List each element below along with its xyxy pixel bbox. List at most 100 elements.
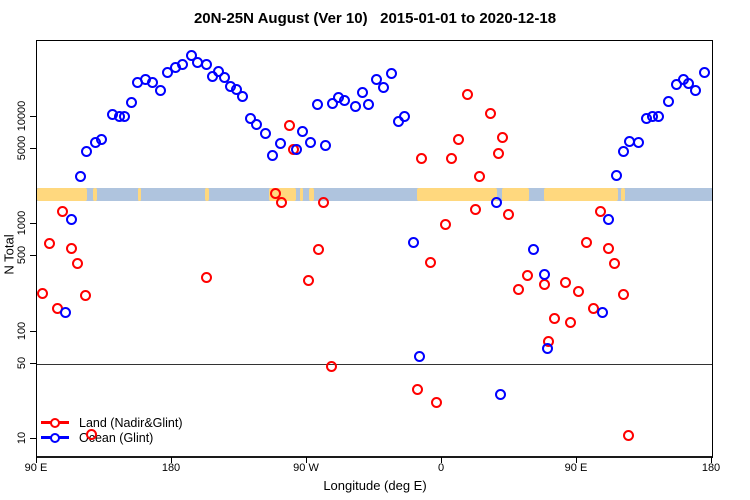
x-tick [576, 457, 577, 463]
map-strip-land-segment [621, 187, 625, 201]
data-point-ocean [290, 143, 302, 155]
x-tick-label: 180 [161, 462, 181, 474]
legend-label-land: Land (Nadir&Glint) [79, 415, 183, 430]
data-point-ocean [126, 96, 138, 108]
legend-label-ocean: Ocean (Glint) [79, 430, 154, 445]
ocean-point-icon [50, 432, 60, 443]
data-point-land [318, 197, 330, 209]
map-strip-land-segment [544, 187, 618, 201]
map-strip-land-segment [37, 187, 87, 201]
y-tick-label: 50 [16, 356, 28, 369]
x-tick-label: 90 W [293, 462, 319, 474]
data-point-ocean [370, 73, 382, 85]
data-point-land [57, 206, 69, 218]
y-tick [30, 115, 36, 117]
map-strip-land-segment [502, 187, 529, 201]
legend-item-land: Land (Nadir&Glint) [41, 415, 183, 430]
y-tick-label: 10 [16, 431, 28, 445]
data-point-ocean [304, 136, 316, 148]
x-tick-label: 180 [701, 462, 721, 474]
data-point-land [580, 236, 592, 248]
data-point-land [85, 429, 97, 441]
data-point-ocean [632, 136, 644, 148]
data-point-land [72, 258, 84, 270]
ocean-series-symbol [41, 432, 69, 443]
data-point-ocean [154, 85, 166, 97]
data-point-ocean [413, 350, 425, 362]
data-point-ocean [698, 67, 710, 79]
plot-area: Land (Nadir&Glint) Ocean (Glint) [36, 40, 713, 458]
data-point-land [453, 134, 465, 146]
map-strip-land-segment [416, 187, 498, 201]
data-point-ocean [312, 99, 324, 111]
x-tick [711, 457, 712, 463]
y-tick [30, 330, 36, 332]
data-point-ocean [617, 145, 629, 157]
data-point-land [43, 237, 55, 249]
data-point-land [538, 279, 550, 291]
data-point-ocean [250, 118, 262, 130]
data-point-land [411, 383, 423, 395]
x-tick-label: 90 E [564, 462, 588, 474]
data-point-land [521, 270, 533, 282]
data-point-ocean [274, 138, 286, 150]
map-strip-land-segment [205, 187, 209, 201]
y-tick [30, 223, 36, 224]
x-tick [36, 457, 37, 463]
y-axis-label: N Total [1, 234, 17, 275]
data-point-land [622, 430, 634, 442]
data-point-ocean [610, 170, 622, 182]
data-point-ocean [162, 67, 174, 79]
data-point-land [312, 243, 324, 255]
data-point-ocean [74, 170, 86, 182]
x-tick-label: 90 E [24, 462, 48, 474]
data-point-ocean [528, 243, 540, 255]
y-tick-label: 10000 [16, 100, 28, 131]
data-point-land [270, 187, 282, 199]
data-point-ocean [212, 66, 224, 78]
map-strip-land-segment [138, 187, 141, 201]
y-tick-label: 1000 [16, 210, 28, 236]
map-strip-land-segment [92, 187, 97, 201]
data-point-ocean [363, 98, 375, 110]
data-point-land [283, 120, 295, 132]
data-point-land [424, 257, 436, 269]
y-tick [30, 438, 36, 439]
data-point-ocean [96, 134, 108, 146]
data-point-ocean [259, 127, 271, 139]
y-tick [30, 362, 36, 364]
y-tick-label: 100 [16, 321, 28, 340]
x-tick [306, 457, 307, 463]
data-point-ocean [603, 213, 615, 225]
data-point-land [485, 108, 497, 120]
land-point-icon [50, 417, 60, 428]
data-point-ocean [176, 59, 188, 71]
data-point-land [326, 361, 338, 373]
x-tick-label: 0 [437, 462, 445, 474]
data-point-land [80, 290, 92, 302]
data-point-land [66, 242, 78, 254]
data-point-land [595, 205, 607, 217]
x-axis-label: Longitude (deg E) [323, 478, 427, 493]
data-point-ocean [377, 82, 389, 94]
legend: Land (Nadir&Glint) Ocean (Glint) [41, 415, 183, 445]
data-point-ocean [662, 95, 674, 107]
y-tick-label: 5000 [16, 135, 28, 161]
data-point-land [572, 286, 584, 298]
data-point-ocean [490, 197, 502, 209]
data-point-land [603, 242, 615, 254]
data-point-land [416, 153, 428, 165]
x-tick [441, 457, 442, 463]
data-point-land [502, 209, 514, 221]
data-point-ocean [385, 68, 397, 80]
data-point-land [461, 89, 473, 101]
reference-line-50 [37, 363, 712, 365]
land-series-symbol [41, 417, 69, 428]
legend-item-ocean: Ocean (Glint) [41, 430, 183, 445]
y-tick [30, 147, 36, 149]
map-strip-land-segment [300, 187, 304, 201]
data-point-ocean [399, 111, 411, 123]
data-point-ocean [219, 72, 231, 84]
data-point-land [474, 171, 486, 183]
data-point-ocean [682, 77, 694, 89]
